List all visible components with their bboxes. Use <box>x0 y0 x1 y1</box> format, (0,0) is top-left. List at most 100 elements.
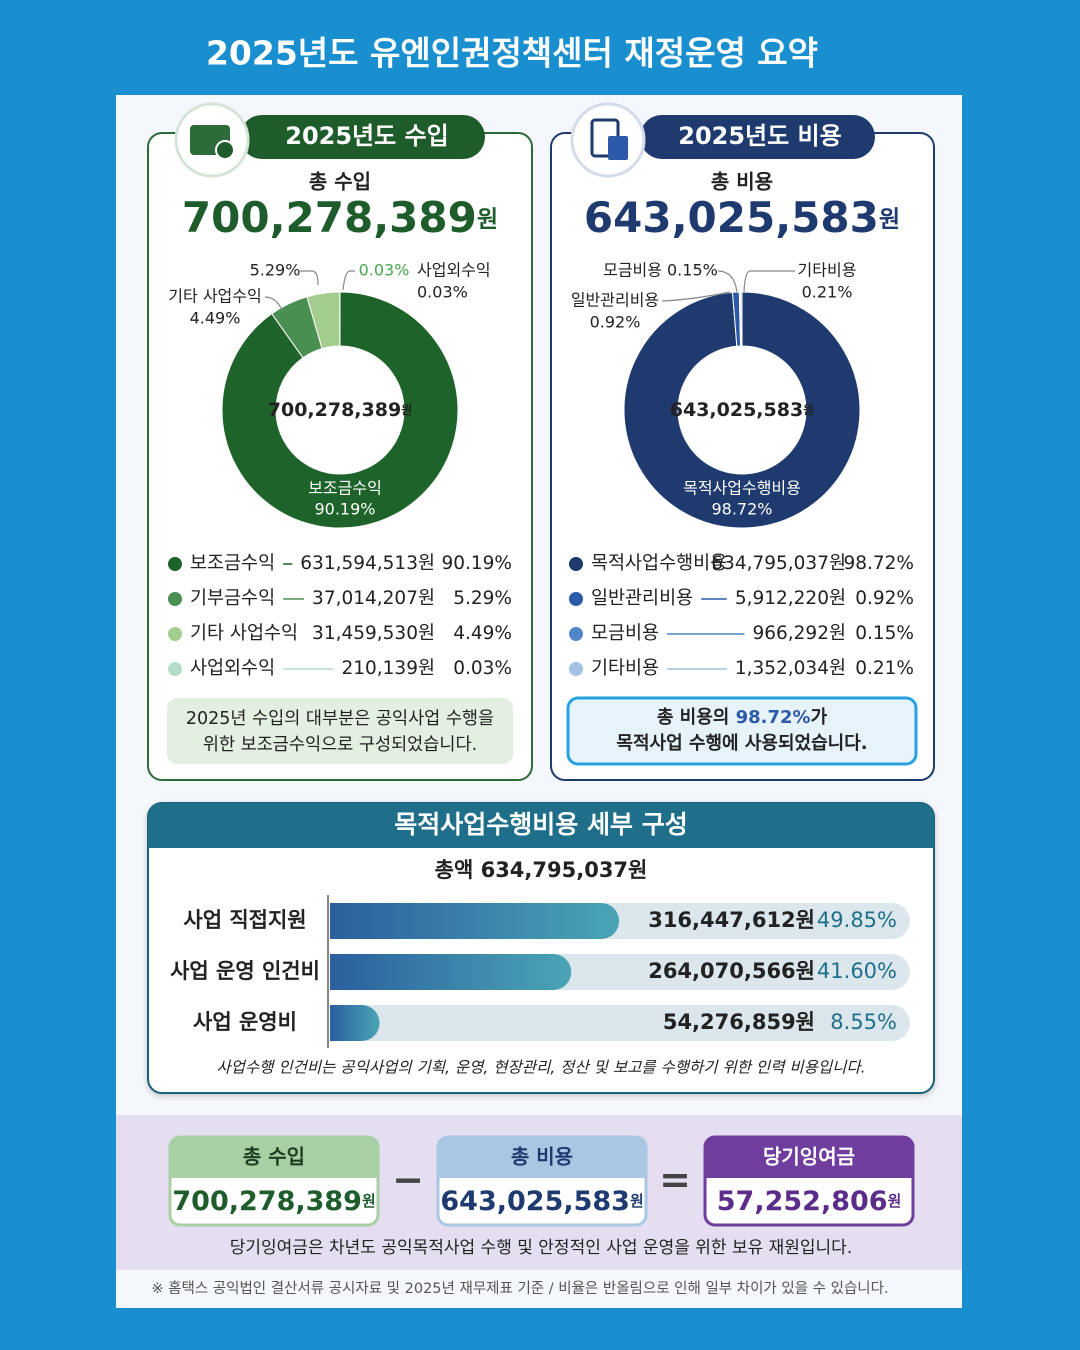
summary-label: 총 비용 <box>511 1145 573 1169</box>
note-text: 가 <box>811 707 828 728</box>
bar-amount: 264,070,566원 <box>648 959 815 983</box>
legend-name: 기부금수익 <box>190 588 275 609</box>
page-title: 2025년도 유엔인권정책센터 재정운영 요약 <box>206 34 818 73</box>
income-total-number: 700,278,389 <box>182 193 477 242</box>
note-highlight: 98.72% <box>736 707 811 728</box>
donut-callout: 0.03% <box>417 283 468 302</box>
legend-dot <box>168 627 182 641</box>
bar-label: 사업 운영 인건비 <box>170 959 320 983</box>
donut-slice <box>221 291 459 529</box>
bar <box>330 1005 380 1041</box>
donut-callout: 0.92% <box>590 313 641 332</box>
income-note: 위한 보조금수익으로 구성되었습니다. <box>203 735 477 755</box>
summary-label: 총 수입 <box>243 1145 305 1169</box>
bar-label: 사업 운영비 <box>193 1010 297 1034</box>
detail-header <box>148 803 934 848</box>
donut-callout: 0.21% <box>802 283 853 302</box>
summary-amount-unit: 원 <box>362 1192 376 1210</box>
income-total-unit: 원 <box>477 207 498 233</box>
summary-amount: 643,025,583원 <box>440 1186 643 1217</box>
summary-amount: 700,278,389원 <box>172 1186 375 1217</box>
calculator-icon <box>608 136 628 160</box>
legend-amount: 634,795,037원 <box>711 553 846 574</box>
legend-dot <box>168 662 182 676</box>
legend-pct: 0.03% <box>453 658 512 679</box>
bar-amount: 316,447,612원 <box>648 908 815 932</box>
donut-callout: 일반관리비용 <box>571 291 659 310</box>
callout-line <box>717 270 738 293</box>
detail-total: 총액 634,795,037원 <box>435 858 648 882</box>
bar-label: 사업 직접지원 <box>183 908 306 932</box>
bar-pct: 41.60% <box>817 959 897 983</box>
legend-dot <box>569 627 583 641</box>
detail-title: 목적사업수행비용 세부 구성 <box>394 810 687 839</box>
summary-amount-number: 700,278,389 <box>172 1186 362 1217</box>
donut-center-number: 700,278,389 <box>268 399 401 421</box>
donut-center: 700,278,389원 <box>268 399 412 421</box>
expense-total-label: 총 비용 <box>711 170 773 194</box>
expense-note-line1: 총 비용의 98.72%가 <box>657 707 828 728</box>
legend-dot <box>569 592 583 606</box>
donut-callout: 90.19% <box>314 500 375 519</box>
coin-icon <box>215 140 235 160</box>
donut-callout: 98.72% <box>711 500 772 519</box>
expense-total-unit: 원 <box>879 207 900 233</box>
legend-pct: 4.49% <box>453 623 512 644</box>
legend-dot <box>168 557 182 571</box>
legend-name: 일반관리비용 <box>591 588 693 609</box>
expense-note-box <box>566 696 918 766</box>
expense-heading: 2025년도 비용 <box>678 122 841 150</box>
legend-pct: 0.92% <box>855 588 914 609</box>
income-total: 700,278,389원 <box>182 193 498 242</box>
donut-callout: 0.03% <box>359 261 410 280</box>
legend-name: 모금비용 <box>591 623 659 644</box>
donut-center-number: 643,025,583 <box>670 399 803 421</box>
bar-track <box>330 1005 910 1041</box>
legend-pct: 0.21% <box>855 658 914 679</box>
legend-pct: 5.29% <box>453 588 512 609</box>
callout-line <box>661 291 731 302</box>
donut-callout: 기타 사업수익 <box>168 287 261 306</box>
income-heading: 2025년도 수입 <box>285 122 448 150</box>
legend-amount: 37,014,207원 <box>312 588 435 609</box>
income-header <box>240 115 485 159</box>
summary-box-header <box>705 1137 913 1178</box>
legend-name: 기타 사업수익 <box>190 623 298 644</box>
detail-note: 사업수행 인건비는 공익사업의 기획, 운영, 현장관리, 정산 및 보고를 수… <box>216 1059 865 1077</box>
donut-slice <box>623 291 861 529</box>
bar-amount: 54,276,859원 <box>663 1010 815 1034</box>
footnote: ※ 홈택스 공익법인 결산서류 공시자료 및 2025년 재무제표 기준 / 비… <box>151 1280 888 1297</box>
summary-amount-number: 643,025,583 <box>440 1186 630 1217</box>
legend-pct: 98.72% <box>843 553 914 574</box>
summary-box-header <box>170 1137 378 1178</box>
callout-line <box>743 270 795 293</box>
callout-line <box>264 296 283 311</box>
legend-pct: 90.19% <box>441 553 512 574</box>
summary-note: 당기잉여금은 차년도 공익목적사업 수행 및 안정적인 사업 운영을 위한 보유… <box>230 1238 852 1258</box>
legend-name: 목적사업수행비용 <box>591 553 727 574</box>
donut-center-unit: 원 <box>803 403 814 417</box>
expense-header <box>640 115 875 159</box>
expense-total-number: 643,025,583 <box>584 193 879 242</box>
bar <box>330 903 620 939</box>
donut-callout: 4.49% <box>190 309 241 328</box>
summary-operator: = <box>659 1158 691 1202</box>
donut-callout: 사업외수익 <box>417 261 491 280</box>
summary-amount: 57,252,806원 <box>717 1186 901 1217</box>
summary-label: 당기잉여금 <box>763 1145 855 1169</box>
legend-name: 기타비용 <box>591 658 659 679</box>
legend-dot <box>569 662 583 676</box>
income-note-box <box>167 698 513 764</box>
legend-amount: 31,459,530원 <box>312 623 435 644</box>
income-total-label: 총 수입 <box>309 170 371 194</box>
donut-callout: 기타비용 <box>798 261 857 280</box>
bar-pct: 49.85% <box>817 908 897 932</box>
legend-amount: 5,912,220원 <box>735 588 846 609</box>
callout-line <box>300 270 319 286</box>
legend-amount: 966,292원 <box>752 623 846 644</box>
donut-callout: 목적사업수행비용 <box>683 479 801 498</box>
legend-name: 보조금수익 <box>190 553 275 574</box>
legend-amount: 1,352,034원 <box>735 658 846 679</box>
